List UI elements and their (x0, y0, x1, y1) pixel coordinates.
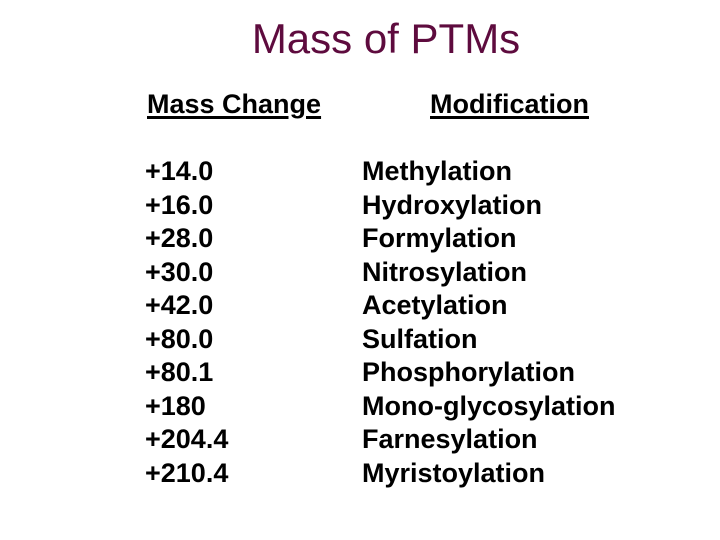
table-row: +42.0 Acetylation (0, 289, 720, 323)
column-header-mass-change: Mass Change (147, 89, 322, 119)
table-row: +30.0 Nitrosylation (0, 256, 720, 290)
table-row: +16.0 Hydroxylation (0, 189, 720, 223)
table-row: +180 Mono-glycosylation (0, 390, 720, 424)
mass-cell: +16.0 (145, 189, 214, 220)
ptm-table: +14.0 Methylation +16.0 Hydroxylation +2… (0, 155, 720, 490)
mass-cell: +42.0 (145, 290, 214, 320)
modification-cell: Hydroxylation (362, 189, 543, 220)
table-row: +28.0 Formylation (0, 222, 720, 256)
mass-cell: +14.0 (145, 156, 214, 186)
mass-cell: +80.1 (145, 357, 214, 387)
modification-cell: Farnesylation (362, 424, 538, 454)
modification-cell: Acetylation (362, 290, 508, 320)
mass-cell: +180 (145, 390, 206, 421)
table-row: +80.1 Phosphorylation (0, 356, 720, 390)
mass-cell: +204.4 (145, 424, 229, 454)
modification-cell: Phosphorylation (362, 357, 576, 387)
column-header-modification: Modification (430, 89, 589, 119)
table-row: +210.4 Myristoylation (0, 457, 720, 491)
table-row: +80.0 Sulfation (0, 323, 720, 357)
modification-cell: Methylation (362, 156, 513, 186)
mass-cell: +210.4 (145, 457, 229, 488)
modification-cell: Sulfation (362, 323, 478, 354)
table-row: +14.0 Methylation (0, 155, 720, 189)
mass-cell: +30.0 (145, 256, 214, 287)
modification-cell: Formylation (362, 223, 517, 253)
mass-cell: +28.0 (145, 223, 214, 253)
mass-cell: +80.0 (145, 323, 214, 354)
modification-cell: Mono-glycosylation (362, 390, 616, 421)
modification-cell: Nitrosylation (362, 256, 528, 287)
slide-title: Mass of PTMs (251, 15, 521, 62)
table-row: +204.4 Farnesylation (0, 423, 720, 457)
modification-cell: Myristoylation (362, 457, 546, 488)
